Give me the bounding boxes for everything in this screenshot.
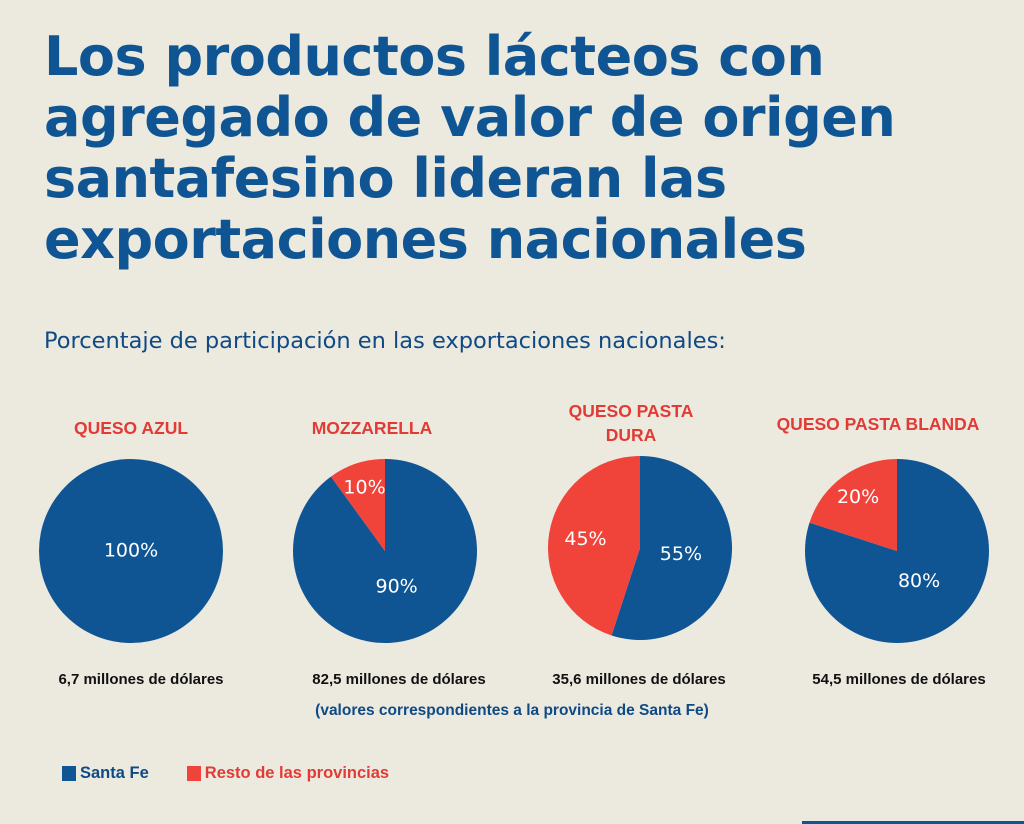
pie-slice-resto [330,459,385,551]
pie-slice-santa-fe [292,459,477,643]
title-line: santafesino lideran las [44,147,727,210]
category-label-queso-azul: QUESO AZUL [11,416,251,440]
value-label-queso-pasta-dura: 35,6 millones de dólares [552,671,726,688]
pie-label-santa-fe: 55% [660,543,702,565]
pie-slice-santa-fe [611,456,732,640]
legend-swatch-santa-fe [62,766,76,781]
pie-slice-santa-fe [39,459,223,643]
page-title: Los productos lácteos con agregado de va… [44,26,1004,270]
pie-label-santa-fe: 100% [104,540,158,562]
pie-label-resto: 20% [837,486,879,508]
pie-label-santa-fe: 80% [898,570,940,592]
bottom-accent-bar [802,821,1024,824]
pie-label-resto: 10% [343,477,385,499]
category-label-queso-pasta-dura: QUESO PASTA DURA [511,399,751,447]
legend-item-santa-fe: Santa Fe [62,764,149,783]
legend: Santa Fe Resto de las provincias [62,764,389,783]
value-label-queso-azul: 6,7 millones de dólares [58,671,224,688]
legend-swatch-resto [186,766,201,781]
legend-label-resto: Resto de las provincias [204,764,390,782]
pie-label-santa-fe: 90% [376,575,418,597]
category-label-line: QUESO PASTA [568,401,694,421]
category-label-line: QUESO AZUL [73,418,189,438]
category-label-queso-pasta-blanda: QUESO PASTA BLANDA [758,412,998,436]
value-label-queso-pasta-blanda: 54,5 millones de dólares [812,671,986,688]
title-line: agregado de valor de origen [44,86,896,149]
value-label-mozzarella: 82,5 millones de dólares [312,671,486,688]
legend-label-santa-fe: Santa Fe [80,764,149,782]
category-label-line: MOZZARELLA [311,418,433,438]
title-line: exportaciones nacionales [44,208,807,271]
pie-label-resto: 45% [564,528,606,550]
chart-subtitle: Porcentaje de participación en las expor… [44,328,726,354]
title-line: Los productos lácteos con [44,25,825,88]
pie-slice-resto [809,459,897,551]
pie-slice-resto [548,456,640,636]
category-label-mozzarella: MOZZARELLA [252,416,492,440]
legend-item-resto: Resto de las provincias [186,764,390,783]
footnote: (valores correspondientes a la provincia… [315,702,709,719]
category-label-line: DURA [605,425,657,445]
category-label-line: QUESO PASTA BLANDA [776,414,980,434]
